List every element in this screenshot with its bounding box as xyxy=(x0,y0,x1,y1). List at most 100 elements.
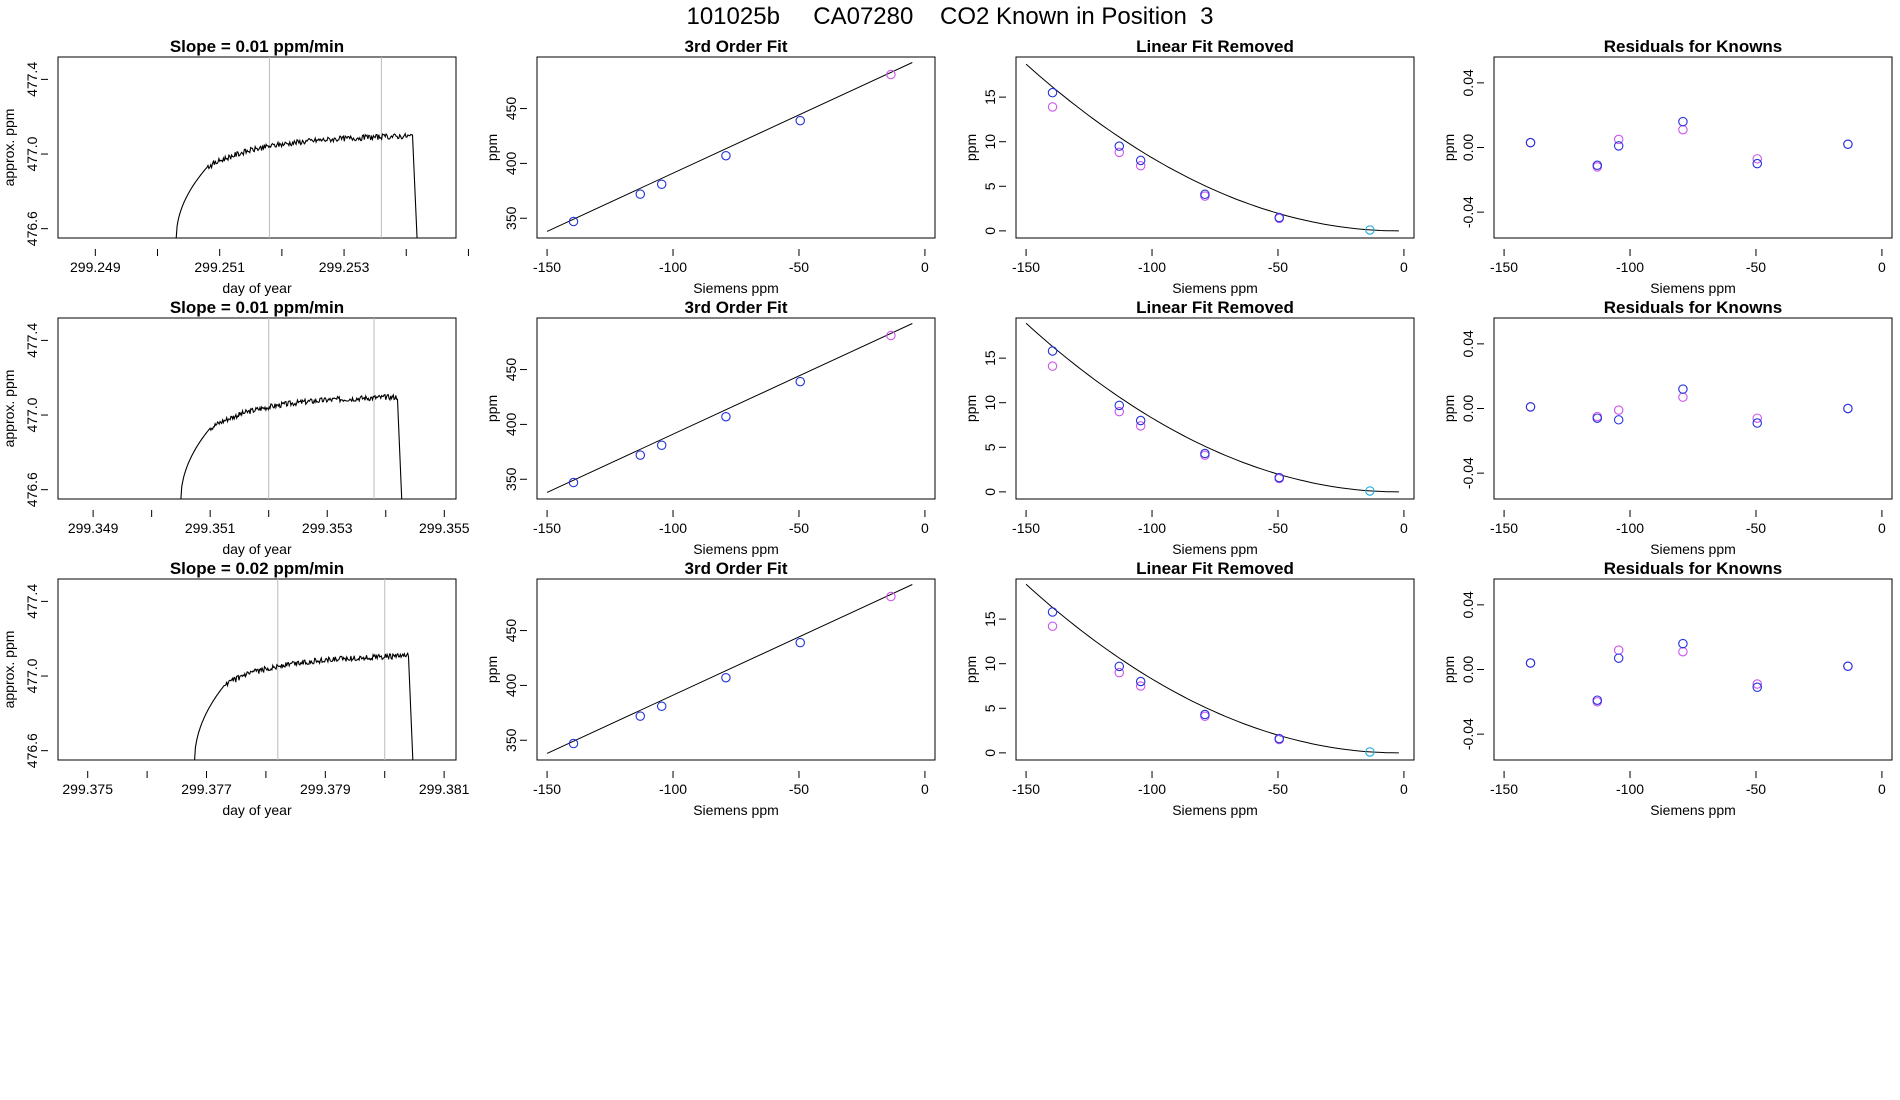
y-tick-label: 400 xyxy=(503,413,519,437)
data-point xyxy=(1365,486,1375,496)
x-tick-label: 299.253 xyxy=(319,259,370,275)
data-point xyxy=(1592,695,1603,705)
fit-line xyxy=(546,62,913,232)
data-point xyxy=(1114,141,1125,151)
x-tick-label: 299.375 xyxy=(62,781,113,797)
x-tick-label: -50 xyxy=(1746,259,1766,275)
y-tick-label: 5 xyxy=(982,704,998,712)
x-axis-label: day of year xyxy=(222,541,292,557)
data-point xyxy=(1843,661,1853,672)
chart-panel: Linear Fit Removed -150 -100 -50 0 Siemens pp… xyxy=(963,37,1415,296)
chart-panel: Slope = 0.01 ppm/min 299.349 299.351 299.35… xyxy=(1,298,470,557)
x-tick-label: -50 xyxy=(1268,259,1288,275)
x-tick-label: -150 xyxy=(533,781,561,797)
data-point xyxy=(1678,116,1688,127)
x-tick-label: 299.355 xyxy=(419,520,470,536)
x-tick-label: 299.381 xyxy=(419,781,470,797)
x-tick-label: -50 xyxy=(789,520,809,536)
x-tick-label: 0 xyxy=(921,520,929,536)
x-tick-label: -100 xyxy=(1616,259,1644,275)
data-trace xyxy=(194,651,414,760)
plot-frame xyxy=(536,317,936,500)
data-point xyxy=(1047,102,1058,112)
plot-frame xyxy=(1493,578,1893,761)
x-tick-label: -50 xyxy=(1268,520,1288,536)
x-tick-label: 299.377 xyxy=(181,781,232,797)
plot-frame xyxy=(1015,317,1415,500)
chart-title: Linear Fit Removed xyxy=(1136,298,1294,317)
y-tick-label: 477.4 xyxy=(24,323,40,358)
data-point xyxy=(1525,402,1536,412)
data-layer xyxy=(1025,583,1399,757)
x-axis-label: day of year xyxy=(222,802,292,818)
x-tick-label: 299.251 xyxy=(194,259,245,275)
data-layer xyxy=(1525,638,1853,707)
data-point xyxy=(795,115,805,126)
chart-title: 3rd Order Fit xyxy=(685,298,788,317)
data-layer xyxy=(1025,322,1399,496)
data-point xyxy=(886,330,896,341)
data-point xyxy=(568,477,579,488)
data-point xyxy=(1678,646,1688,657)
data-point xyxy=(1678,384,1688,394)
plot-frame xyxy=(536,56,936,239)
x-tick-label: 0 xyxy=(921,781,929,797)
y-tick-label: 350 xyxy=(503,728,519,752)
data-point xyxy=(656,701,667,711)
data-layer xyxy=(1525,384,1853,428)
data-point xyxy=(1613,415,1624,425)
y-tick-label: 476.6 xyxy=(24,211,40,246)
data-point xyxy=(1047,87,1058,98)
x-tick-label: -100 xyxy=(1138,781,1166,797)
data-point xyxy=(1200,189,1210,200)
data-point xyxy=(1114,661,1125,672)
y-tick-label: 0.04 xyxy=(1460,69,1476,96)
y-axis-label: ppm xyxy=(484,134,500,161)
data-point xyxy=(635,450,646,460)
data-point xyxy=(1752,679,1762,689)
chart-title: Linear Fit Removed xyxy=(1136,559,1294,578)
x-tick-label: -150 xyxy=(1012,520,1040,536)
x-tick-label: -100 xyxy=(659,520,687,536)
data-point xyxy=(1752,682,1762,693)
x-tick-label: -100 xyxy=(1616,520,1644,536)
data-point xyxy=(1843,139,1853,150)
data-point xyxy=(1752,413,1762,423)
plot-frame xyxy=(57,578,457,761)
data-point xyxy=(1200,448,1210,459)
fit-line xyxy=(546,584,913,754)
x-tick-label: -50 xyxy=(1268,781,1288,797)
chart-panel: 3rd Order Fit -150 -100 -50 0 Siemens ppm 350 4… xyxy=(484,37,936,296)
data-point xyxy=(1613,134,1624,145)
y-axis-label: ppm xyxy=(963,395,979,422)
x-tick-label: 0 xyxy=(1878,520,1886,536)
y-tick-label: 0 xyxy=(982,488,998,496)
data-layer xyxy=(1025,63,1399,235)
x-tick-label: 0 xyxy=(921,259,929,275)
x-axis-label: Siemens ppm xyxy=(1650,541,1736,557)
plot-frame xyxy=(57,56,457,239)
data-point xyxy=(1274,212,1284,223)
x-tick-label: -50 xyxy=(789,781,809,797)
data-layer xyxy=(546,584,913,754)
y-tick-label: 477.4 xyxy=(24,62,40,97)
data-point xyxy=(1613,141,1624,151)
data-point xyxy=(1200,709,1210,720)
x-axis-label: Siemens ppm xyxy=(693,802,779,818)
x-tick-label: 299.379 xyxy=(300,781,351,797)
chart-title: Slope = 0.01 ppm/min xyxy=(170,37,344,56)
data-point xyxy=(1135,415,1146,426)
data-point xyxy=(721,411,731,422)
data-point xyxy=(568,216,579,227)
data-layer xyxy=(180,318,403,499)
page-title: 101025b CA07280 CO2 Known in Position 3 xyxy=(686,3,1214,30)
x-tick-label: 299.249 xyxy=(70,259,121,275)
data-trace xyxy=(180,393,403,499)
chart-title: Residuals for Knowns xyxy=(1604,559,1783,578)
y-tick-label: -0.04 xyxy=(1460,196,1476,228)
x-tick-label: -100 xyxy=(1138,259,1166,275)
x-tick-label: -150 xyxy=(1012,259,1040,275)
y-axis-label: ppm xyxy=(963,656,979,683)
y-axis-label: approx. ppm xyxy=(1,631,17,709)
data-point xyxy=(1047,346,1058,356)
